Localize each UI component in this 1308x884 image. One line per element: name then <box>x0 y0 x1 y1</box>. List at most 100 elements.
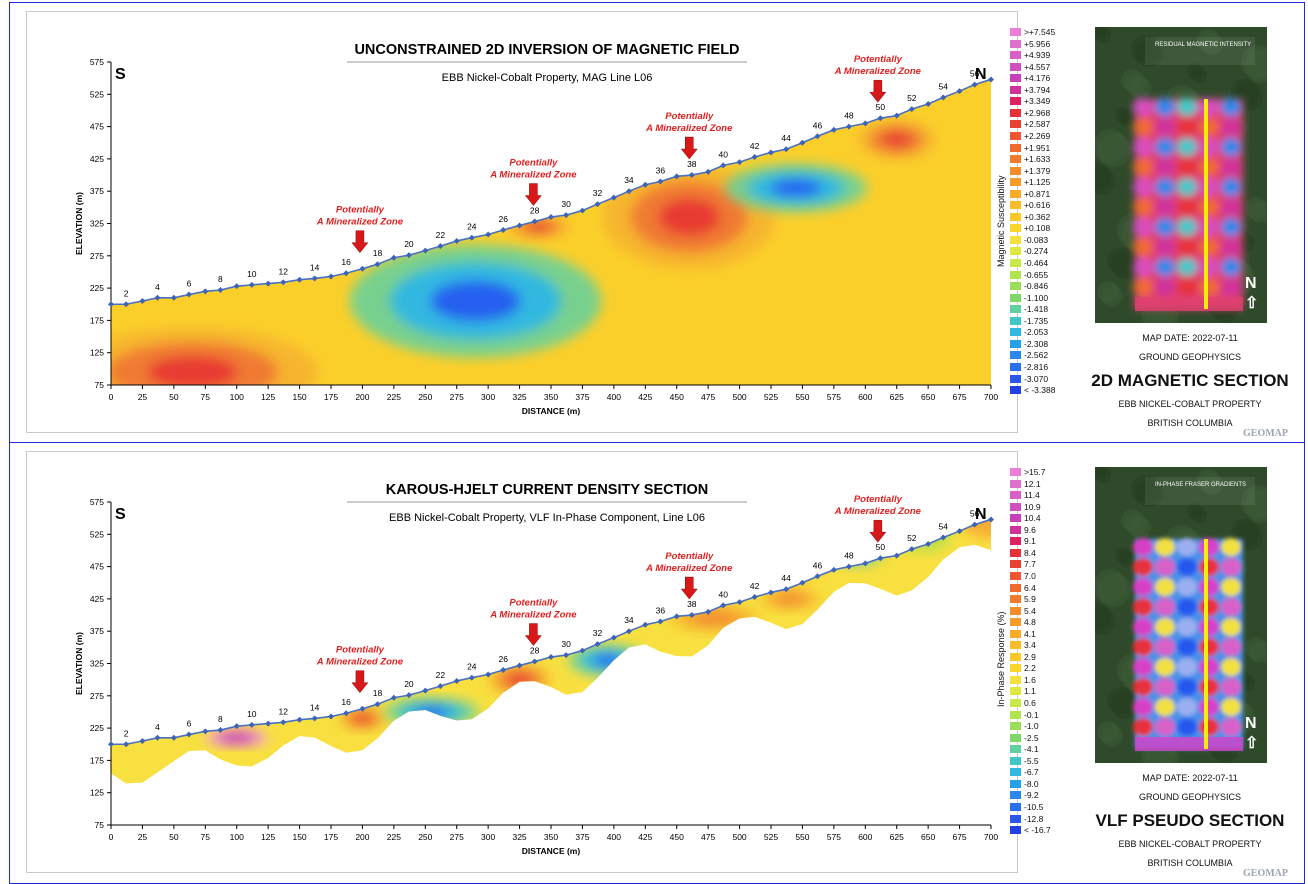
forest-texture <box>1097 133 1131 167</box>
station-marker <box>185 291 192 298</box>
station-label: 50 <box>876 102 886 112</box>
grid-cell <box>1221 158 1241 176</box>
legend-swatch <box>1010 178 1021 187</box>
y-tick-label: 175 <box>90 315 104 325</box>
station-marker <box>422 687 429 694</box>
station-marker <box>971 521 978 528</box>
station-marker <box>642 181 649 188</box>
grid-cell <box>1177 558 1197 576</box>
grid-cell <box>1177 658 1197 676</box>
legend-label: 10.9 <box>1024 501 1041 512</box>
forest-texture <box>1101 285 1123 307</box>
grid-cell <box>1221 178 1241 196</box>
legend-label: +0.362 <box>1024 211 1051 222</box>
legend-entry: -3.070 <box>1010 374 1048 384</box>
grid-cell <box>1177 278 1197 296</box>
map-header: IN-PHASE FRASER GRADIENTS <box>1155 482 1247 488</box>
x-tick-label: 75 <box>201 392 211 402</box>
map-image <box>1095 27 1267 323</box>
legend-swatch <box>1010 235 1021 244</box>
station-marker <box>768 149 774 156</box>
legend-label: >+7.545 <box>1024 27 1056 37</box>
x-tick-label: 150 <box>292 832 306 842</box>
station-marker <box>877 115 884 122</box>
station-marker <box>736 599 743 606</box>
legend-label: 1.1 <box>1024 686 1036 697</box>
x-tick-label: 425 <box>638 392 652 402</box>
station-marker <box>374 701 381 708</box>
y-tick-label: 375 <box>90 626 104 636</box>
station-marker <box>720 162 727 169</box>
grid-cell <box>1155 638 1175 656</box>
station-marker <box>280 719 287 726</box>
station-marker <box>405 692 412 699</box>
grid-cell <box>1221 558 1241 576</box>
legend-swatch <box>1010 675 1021 684</box>
legend-swatch <box>1010 85 1021 94</box>
station-marker <box>296 716 303 723</box>
grid-cell <box>1199 278 1219 296</box>
station-marker <box>123 301 130 308</box>
grid-cell <box>1133 538 1153 556</box>
x-tick-label: 450 <box>670 832 684 842</box>
north-label: N <box>975 66 987 83</box>
forest-texture <box>1135 479 1163 507</box>
station-marker <box>548 214 554 221</box>
legend-entry: 10.9 <box>1010 502 1041 512</box>
x-tick-label: 50 <box>169 392 179 402</box>
station-label: 42 <box>750 581 760 591</box>
station-marker <box>736 159 743 166</box>
anomaly-high <box>857 119 936 160</box>
legend-swatch <box>1010 652 1021 661</box>
legend-label: -10.5 <box>1024 801 1044 812</box>
north-label: N <box>975 506 987 523</box>
south-label: S <box>115 506 126 523</box>
anomaly-mid <box>758 586 822 612</box>
legend-swatch <box>1010 618 1021 627</box>
annotation-line2: A Mineralized Zone <box>645 563 733 574</box>
station-label: 32 <box>593 188 603 198</box>
legend-swatch <box>1010 374 1021 383</box>
legend-entry: -1.0 <box>1010 721 1039 731</box>
x-tick-label: 0 <box>109 392 114 402</box>
chart-subtitle: EBB Nickel-Cobalt Property, MAG Line L06 <box>442 72 653 84</box>
station-marker <box>108 741 114 748</box>
station-label: 46 <box>813 560 823 570</box>
anomaly-core <box>658 198 721 236</box>
station-marker <box>233 723 240 730</box>
legend-entry: -1.100 <box>1010 293 1048 303</box>
property-name: EBB NICKEL-COBALT PROPERTY <box>1118 399 1262 409</box>
station-marker <box>265 720 272 727</box>
y-tick-label: 75 <box>95 820 105 830</box>
legend-swatch <box>1010 641 1021 650</box>
station-label: 30 <box>561 199 571 209</box>
legend-entry: +2.269 <box>1010 131 1050 141</box>
grid-cell <box>1155 678 1175 696</box>
grid-cell <box>1133 118 1153 136</box>
contour-band <box>235 656 291 692</box>
legend-label: +1.125 <box>1024 177 1051 188</box>
legend-label: +4.176 <box>1024 73 1051 84</box>
legend-swatch <box>1010 166 1021 175</box>
station-marker <box>925 540 932 547</box>
legend-label: -0.274 <box>1024 246 1049 257</box>
legend-label: +0.108 <box>1024 223 1051 234</box>
legend-swatch <box>1010 583 1021 592</box>
grid-cell <box>1177 238 1197 256</box>
station-label: 34 <box>624 175 634 185</box>
legend-entry: < -16.7 <box>1010 825 1051 835</box>
legend-label: 12.1 <box>1024 478 1041 489</box>
x-tick-label: 675 <box>952 392 966 402</box>
grid-cell <box>1155 578 1175 596</box>
survey-type: GROUND GEOPHYSICS <box>1138 352 1241 362</box>
station-label: 2 <box>124 728 129 738</box>
x-tick-label: 200 <box>355 832 369 842</box>
grid-cell <box>1133 278 1153 296</box>
x-tick-label: 525 <box>764 832 778 842</box>
legend-entry: +0.108 <box>1010 223 1050 233</box>
grid-cell <box>1199 698 1219 716</box>
x-tick-label: 275 <box>450 832 464 842</box>
grid-cell <box>1221 538 1241 556</box>
anomaly-core <box>414 706 449 718</box>
y-tick-label: 325 <box>90 219 104 229</box>
